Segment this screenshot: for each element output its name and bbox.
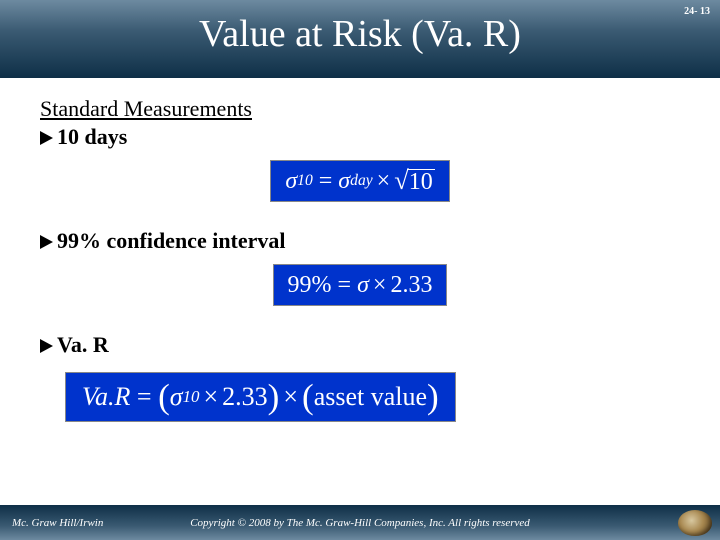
- times-symbol: ×: [369, 272, 391, 299]
- subscript-day: day: [350, 172, 373, 190]
- value-233: 2.33: [390, 272, 432, 299]
- sigma-symbol: σ: [170, 382, 183, 412]
- equals-sign: =: [137, 382, 152, 412]
- bullet-10-days: 10 days: [40, 124, 680, 150]
- equals-sign: =: [319, 168, 333, 195]
- times-symbol: ×: [199, 382, 222, 412]
- slide-header: 24- 13 Value at Risk (Va. R): [0, 0, 720, 78]
- equals-sign: =: [338, 272, 352, 299]
- formula-var-container: Va.R = (σ10 × 2.33)×(asset value): [65, 372, 680, 422]
- page-number: 24- 13: [684, 6, 710, 17]
- slide-footer: Mc. Graw Hill/Irwin Copyright © 2008 by …: [0, 505, 720, 540]
- sigma-symbol: σ: [357, 272, 369, 299]
- formula-var: Va.R = (σ10 × 2.33)×(asset value): [65, 372, 456, 422]
- arrow-bullet-icon: [40, 339, 53, 353]
- arrow-bullet-icon: [40, 131, 53, 145]
- bullet-99pct: 99% confidence interval: [40, 228, 680, 254]
- times-symbol: ×: [373, 168, 395, 195]
- value-233: 2.33: [222, 382, 268, 412]
- bullet-label: Va. R: [57, 332, 109, 357]
- sigma-symbol: σ: [338, 168, 350, 195]
- formula-10day-container: σ10 = σday × √10: [40, 160, 680, 202]
- globe-icon: [678, 510, 712, 536]
- formula-99pct-container: 99% = σ × 2.33: [40, 264, 680, 306]
- sigma-symbol: σ: [285, 168, 297, 195]
- rparen-icon: ): [268, 377, 280, 417]
- formula-99pct: 99% = σ × 2.33: [273, 264, 448, 306]
- rparen-icon: ): [427, 377, 439, 417]
- footer-copyright: Copyright © 2008 by The Mc. Graw-Hill Co…: [190, 517, 530, 529]
- slide-title: Value at Risk (Va. R): [0, 0, 720, 56]
- bullet-label: 99% confidence interval: [57, 228, 286, 253]
- sqrt-expression: √10: [394, 169, 434, 194]
- sqrt-argument: 10: [407, 169, 435, 194]
- subscript-10: 10: [183, 387, 200, 407]
- slide-body: Standard Measurements 10 days σ10 = σday…: [0, 78, 720, 505]
- times-symbol: ×: [279, 382, 302, 412]
- subscript-10: 10: [297, 172, 313, 190]
- bullet-var: Va. R: [40, 332, 680, 358]
- lparen-icon: (: [302, 377, 314, 417]
- asset-value-text: asset value: [314, 382, 427, 412]
- bullet-label: 10 days: [57, 124, 127, 149]
- formula-sigma10: σ10 = σday × √10: [270, 160, 449, 202]
- section-heading: Standard Measurements: [40, 96, 680, 122]
- lhs-99: 99%: [288, 272, 332, 299]
- arrow-bullet-icon: [40, 235, 53, 249]
- footer-publisher: Mc. Graw Hill/Irwin: [12, 517, 103, 529]
- lparen-icon: (: [158, 377, 170, 417]
- lhs-var: Va.R: [82, 382, 130, 412]
